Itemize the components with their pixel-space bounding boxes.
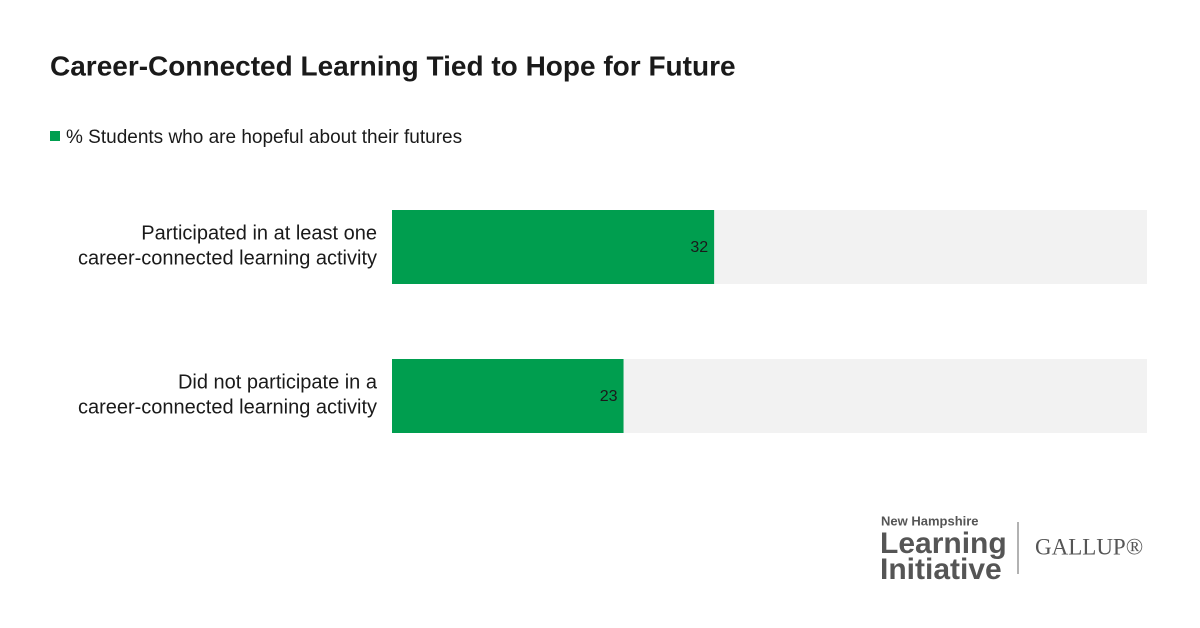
category-label: Did not participate in a career-connected… — [78, 372, 378, 419]
logo-text: New Hampshire — [881, 513, 979, 528]
logo-text: Learning — [880, 527, 1007, 560]
logo-text: GALLUP® — [1035, 534, 1143, 559]
bar — [392, 210, 715, 284]
data-label: 32 — [690, 239, 708, 256]
legend-swatch — [50, 131, 60, 141]
logo-text: Initiative — [880, 553, 1002, 586]
bar — [392, 359, 624, 433]
chart-title: Career-Connected Learning Tied to Hope f… — [50, 50, 736, 81]
category-label: Participated in at least one career-conne… — [78, 223, 377, 270]
legend-label: % Students who are hopeful about their f… — [66, 127, 462, 148]
data-label: 23 — [600, 388, 618, 405]
